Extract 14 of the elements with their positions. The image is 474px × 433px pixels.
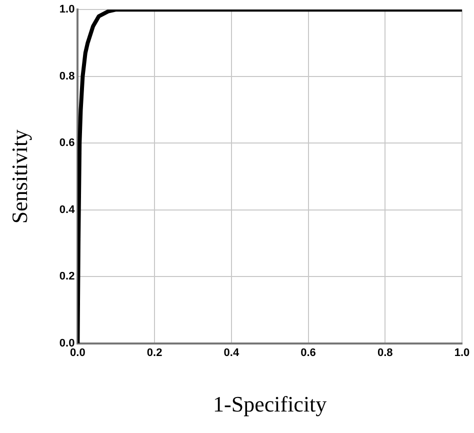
y-axis-title: Sensitivity bbox=[6, 129, 32, 224]
y-tick-label: 0.8 bbox=[59, 70, 75, 82]
x-tick-label: 0.6 bbox=[300, 347, 316, 360]
y-tick-label: 0.2 bbox=[59, 270, 75, 283]
y-tick-label: 1.0 bbox=[59, 4, 75, 16]
x-tick-label: 0.2 bbox=[146, 347, 162, 360]
x-axis-title: 1-Specificity bbox=[213, 392, 327, 417]
y-tick-label: 0.0 bbox=[59, 337, 75, 350]
x-tick-label: 0.0 bbox=[70, 347, 86, 360]
y-tick-label: 0.6 bbox=[59, 137, 75, 150]
y-tick-label: 0.4 bbox=[59, 204, 76, 216]
x-tick-label: 0.8 bbox=[377, 347, 393, 360]
x-tick-label: 0.4 bbox=[224, 347, 240, 360]
x-tick-label: 1.0 bbox=[454, 347, 470, 360]
